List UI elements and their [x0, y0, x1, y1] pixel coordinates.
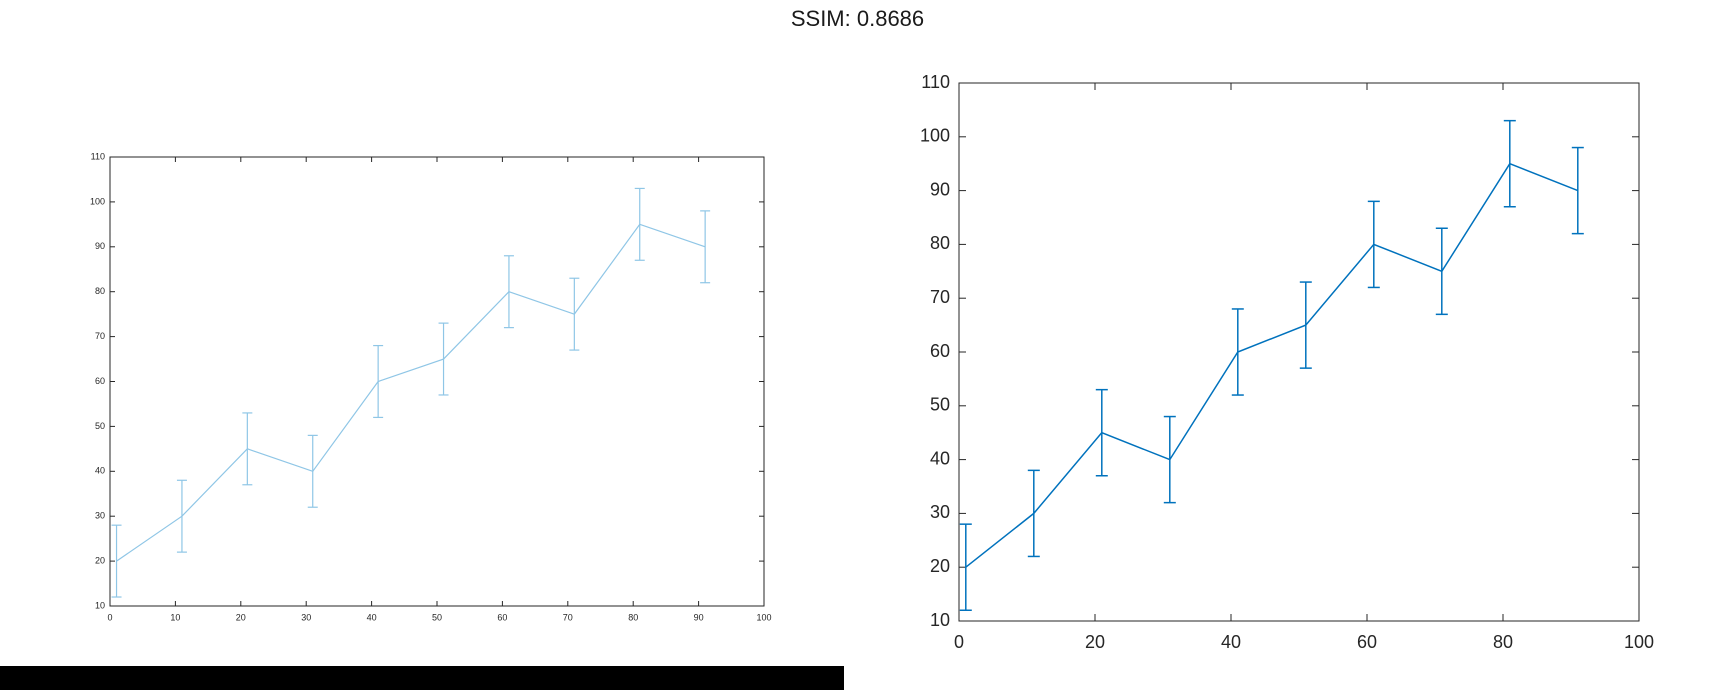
y-tick-label: 20 [95, 555, 105, 565]
x-tick-label: 0 [107, 612, 112, 622]
x-tick-label: 80 [628, 612, 638, 622]
y-tick-label: 100 [90, 196, 105, 206]
y-tick-label: 110 [921, 72, 950, 92]
y-tick-label: 70 [930, 287, 950, 307]
y-tick-label: 70 [95, 331, 105, 341]
x-tick-label: 60 [1357, 632, 1377, 652]
x-tick-label: 30 [301, 612, 311, 622]
axes-box [109, 156, 765, 607]
x-tick-label: 100 [756, 612, 771, 622]
right-chart-panel: 0 20 40 60 80 100 10 20 30 40 50 60 70 80 90 100 110 [920, 72, 1654, 652]
y-tick-label: 50 [95, 421, 105, 431]
y-tick-label: 20 [930, 556, 950, 576]
y-tick-label: 30 [930, 502, 950, 522]
y-tick-label: 40 [930, 448, 950, 468]
x-tick-label: 100 [1624, 632, 1654, 652]
y-tick-label: 80 [95, 286, 105, 296]
series-line [965, 162, 1579, 568]
x-tick-label: 90 [694, 612, 704, 622]
y-tick-label: 90 [930, 179, 950, 199]
y-tick-label: 40 [95, 466, 105, 476]
x-tick-label: 80 [1493, 632, 1513, 652]
figure-title: SSIM: 0.8686 [790, 6, 925, 31]
left-chart-panel: 0 10 20 30 40 50 60 70 80 90 100102030405060708090… [90, 151, 772, 622]
x-tick-label: 20 [1085, 632, 1105, 652]
x-tick-label: 0 [954, 632, 964, 652]
y-tick-label: 50 [930, 395, 950, 415]
x-tick-label: 20 [236, 612, 246, 622]
y-tick-label: 100 [920, 126, 950, 146]
y-tick-label: 80 [930, 233, 950, 253]
x-tick-label: 50 [432, 612, 442, 622]
x-tick-label: 40 [367, 612, 377, 622]
axes-box [958, 82, 1640, 622]
x-tick-label: 70 [563, 612, 573, 622]
black-footer-bar [0, 666, 844, 690]
x-tick-label: 60 [497, 612, 507, 622]
y-tick-label: 60 [95, 376, 105, 386]
y-tick-label: 10 [95, 600, 105, 610]
y-tick-label: 10 [930, 610, 950, 630]
x-tick-label: 10 [170, 612, 180, 622]
y-tick-label: 30 [95, 511, 105, 521]
y-tick-label: 60 [930, 341, 950, 361]
y-tick-label: 90 [95, 241, 105, 251]
x-tick-label: 40 [1221, 632, 1241, 652]
series-line [116, 223, 706, 562]
y-tick-label: 110 [91, 151, 105, 161]
